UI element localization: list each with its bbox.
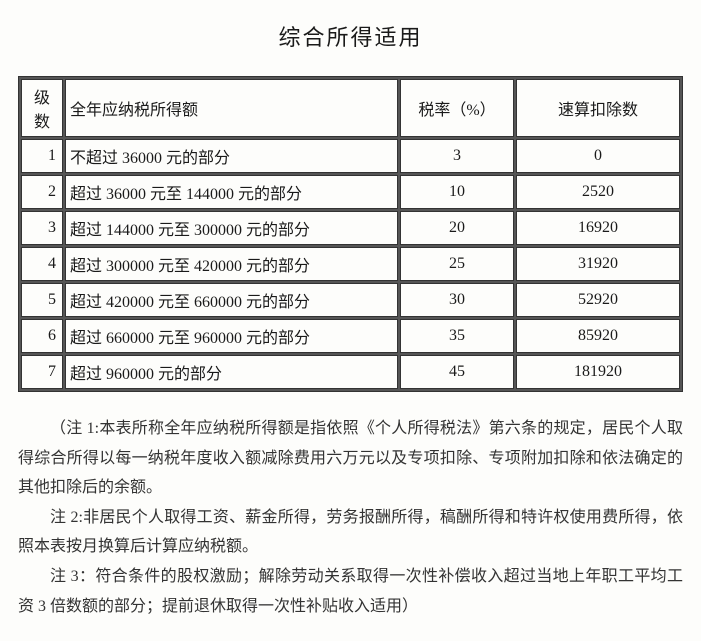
cell-deduct: 181920 — [516, 355, 680, 389]
cell-deduct: 31920 — [516, 247, 680, 281]
header-income: 全年应纳税所得额 — [65, 79, 398, 137]
cell-level: 5 — [21, 283, 63, 317]
cell-deduct: 52920 — [516, 283, 680, 317]
table-row: 5超过 420000 元至 660000 元的部分3052920 — [21, 283, 680, 317]
cell-deduct: 16920 — [516, 211, 680, 245]
cell-income: 超过 36000 元至 144000 元的部分 — [65, 175, 398, 209]
table-header-row: 级数 全年应纳税所得额 税率（%） 速算扣除数 — [21, 79, 680, 137]
cell-income: 超过 144000 元至 300000 元的部分 — [65, 211, 398, 245]
cell-level: 3 — [21, 211, 63, 245]
cell-income: 不超过 36000 元的部分 — [65, 139, 398, 173]
cell-deduct: 0 — [516, 139, 680, 173]
cell-income: 超过 420000 元至 660000 元的部分 — [65, 283, 398, 317]
cell-rate: 25 — [400, 247, 514, 281]
cell-deduct: 2520 — [516, 175, 680, 209]
cell-rate: 45 — [400, 355, 514, 389]
table-row: 4超过 300000 元至 420000 元的部分2531920 — [21, 247, 680, 281]
table-row: 1不超过 36000 元的部分30 — [21, 139, 680, 173]
tax-table: 级数 全年应纳税所得额 税率（%） 速算扣除数 1不超过 36000 元的部分3… — [18, 76, 683, 392]
header-deduct: 速算扣除数 — [516, 79, 680, 137]
note-paragraph: 注 3：符合条件的股权激励；解除劳动关系取得一次性补偿收入超过当地上年职工平均工… — [18, 562, 683, 621]
cell-deduct: 85920 — [516, 319, 680, 353]
cell-level: 2 — [21, 175, 63, 209]
cell-rate: 35 — [400, 319, 514, 353]
cell-level: 7 — [21, 355, 63, 389]
cell-rate: 20 — [400, 211, 514, 245]
cell-income: 超过 300000 元至 420000 元的部分 — [65, 247, 398, 281]
notes-section: （注 1:本表所称全年应纳税所得额是指依照《个人所得税法》第六条的规定，居民个人… — [18, 414, 683, 621]
note-paragraph: （注 1:本表所称全年应纳税所得额是指依照《个人所得税法》第六条的规定，居民个人… — [18, 414, 683, 503]
note-paragraph: 注 2:非居民个人取得工资、薪金所得，劳务报酬所得，稿酬所得和特许权使用费所得，… — [18, 503, 683, 562]
cell-rate: 3 — [400, 139, 514, 173]
cell-income: 超过 660000 元至 960000 元的部分 — [65, 319, 398, 353]
cell-level: 4 — [21, 247, 63, 281]
page-title: 综合所得适用 — [18, 20, 683, 52]
table-row: 2超过 36000 元至 144000 元的部分102520 — [21, 175, 680, 209]
cell-rate: 30 — [400, 283, 514, 317]
table-row: 6超过 660000 元至 960000 元的部分3585920 — [21, 319, 680, 353]
header-rate: 税率（%） — [400, 79, 514, 137]
table-row: 7超过 960000 元的部分45181920 — [21, 355, 680, 389]
header-level: 级数 — [21, 79, 63, 137]
table-row: 3超过 144000 元至 300000 元的部分2016920 — [21, 211, 680, 245]
cell-level: 6 — [21, 319, 63, 353]
cell-level: 1 — [21, 139, 63, 173]
cell-rate: 10 — [400, 175, 514, 209]
cell-income: 超过 960000 元的部分 — [65, 355, 398, 389]
